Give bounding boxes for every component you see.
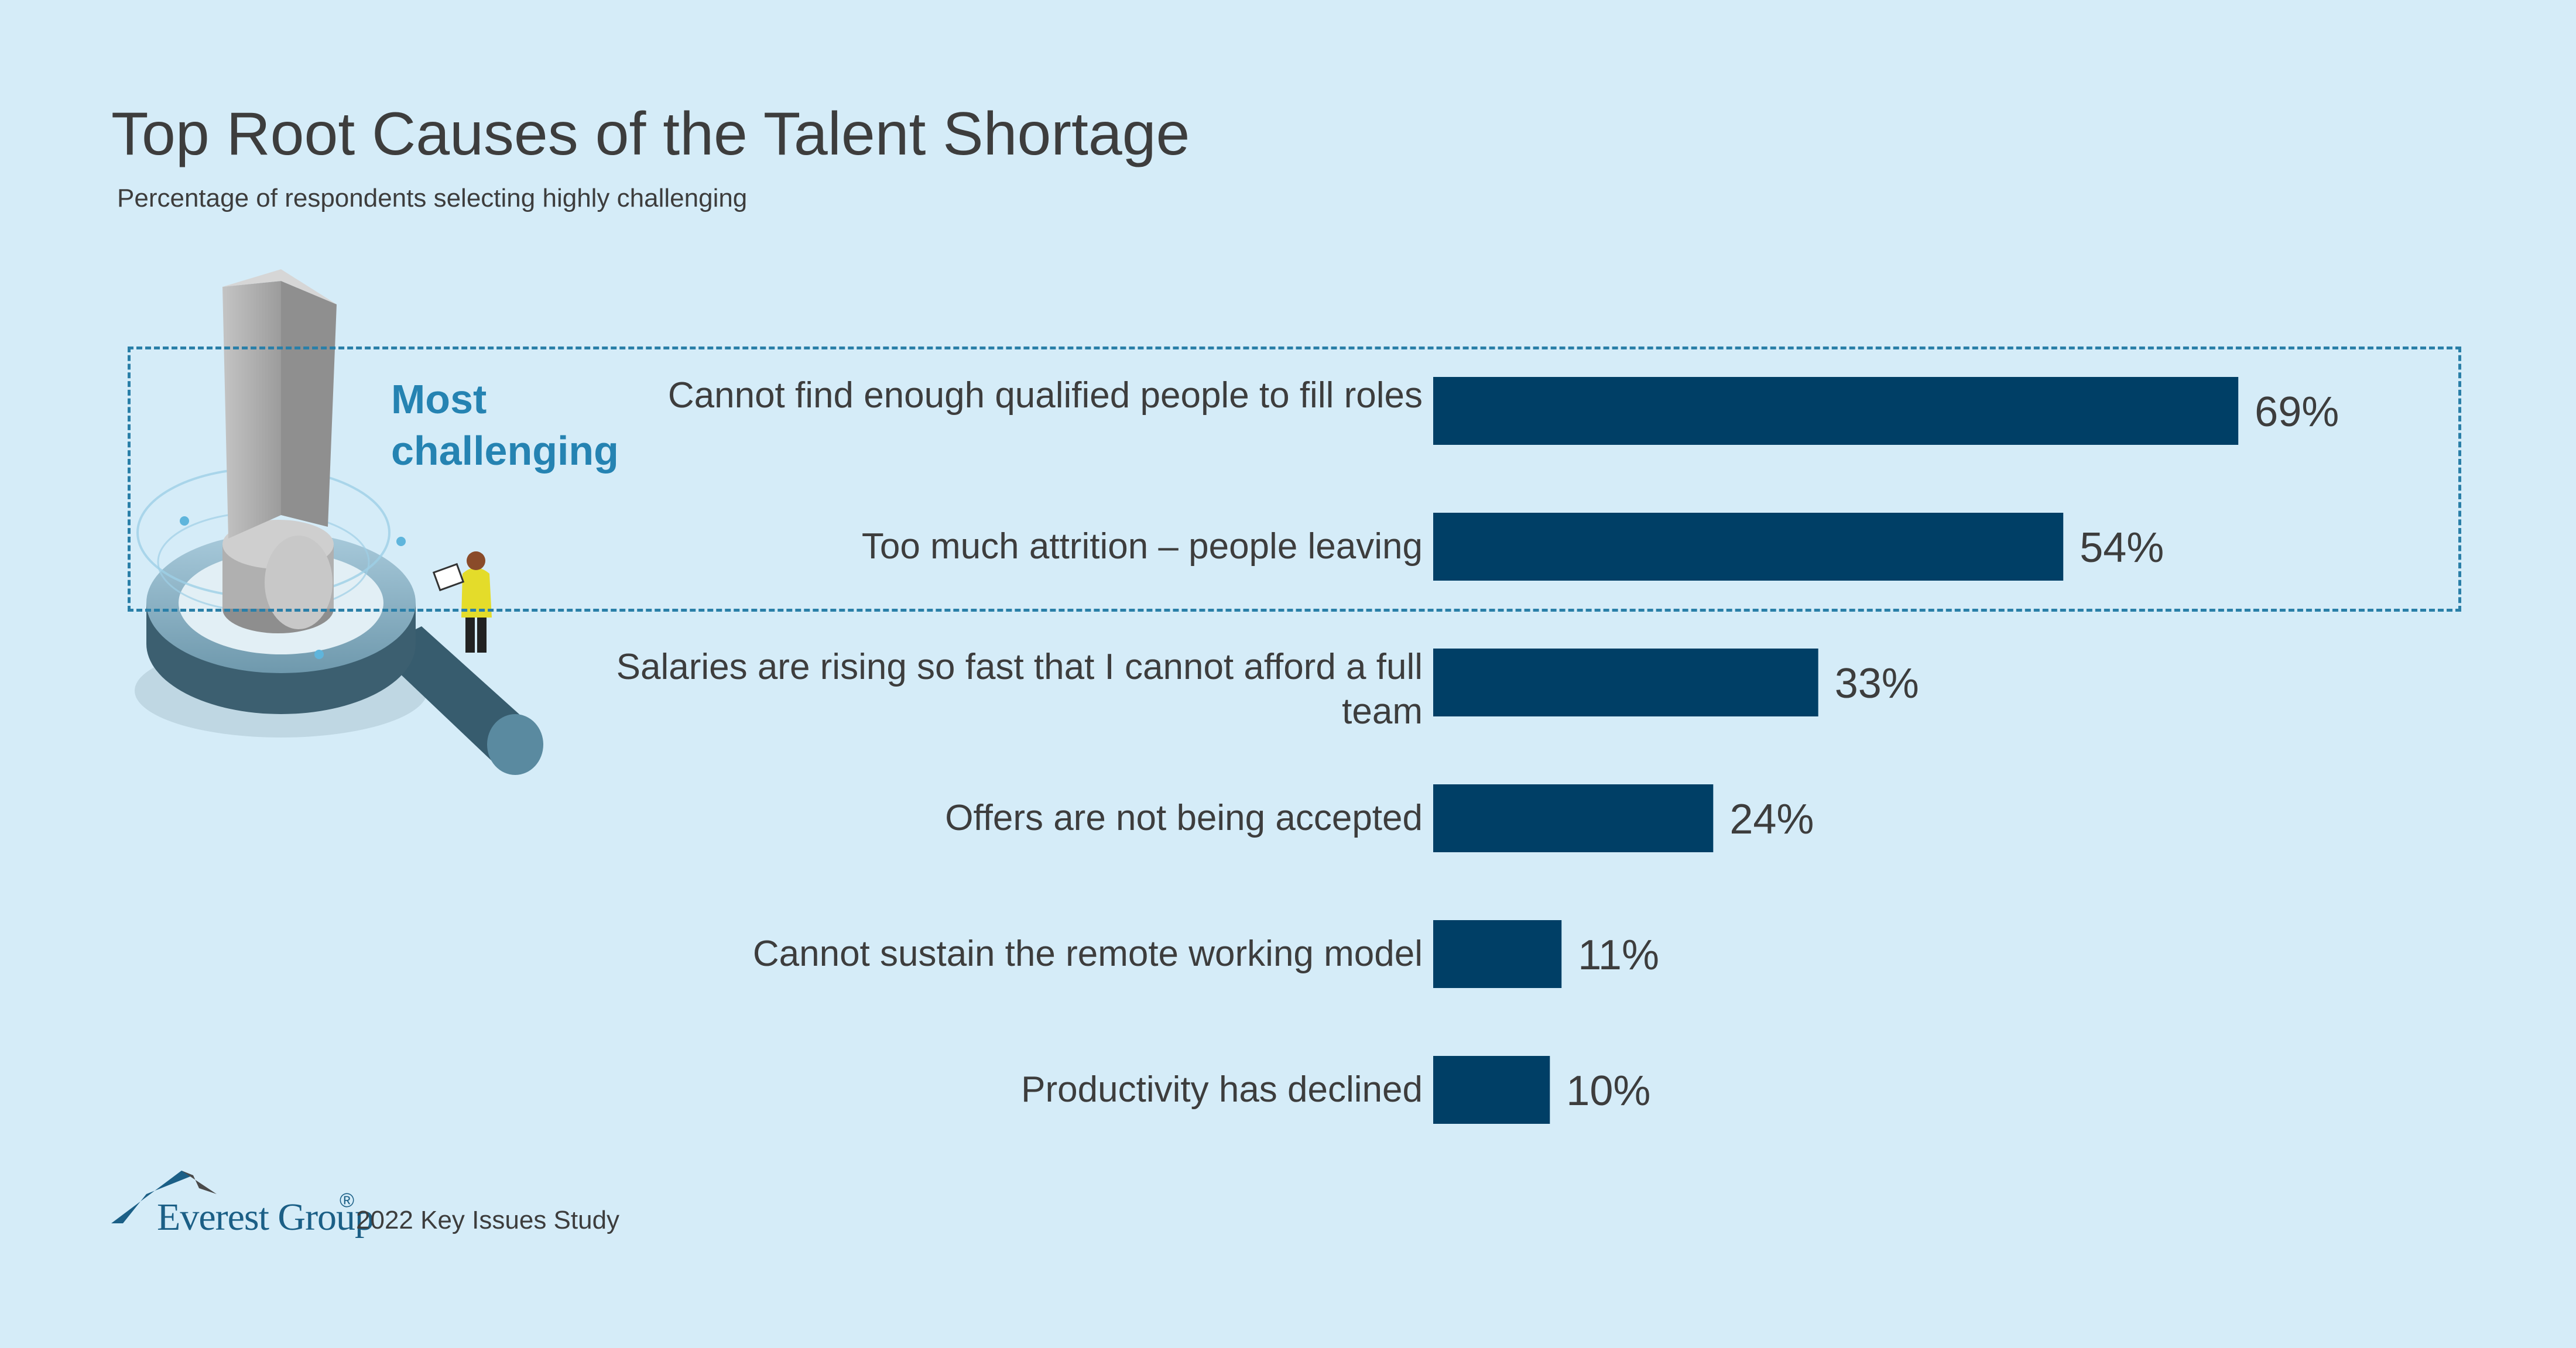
chart-title: Top Root Causes of the Talent Shortage (111, 100, 1190, 168)
brand-name: Everest Group (157, 1196, 374, 1239)
bar-1 (1433, 377, 2239, 445)
value-label-3: 33% (1834, 660, 1919, 707)
most-challenging-highlight-box (128, 347, 2461, 612)
category-label-5: Cannot sustain the remote working model (752, 934, 1423, 974)
exclamation-bar (222, 269, 337, 538)
value-label-2: 54% (2080, 524, 2164, 571)
most-challenging-label: Most challenging (391, 376, 619, 474)
category-label-4: Offers are not being accepted (945, 798, 1423, 838)
registered-mark: ® (340, 1189, 355, 1212)
bar-6 (1433, 1056, 1550, 1124)
everest-group-logo-icon (111, 1171, 217, 1223)
value-label-4: 24% (1729, 796, 1814, 843)
bar-3 (1433, 649, 1818, 716)
category-label-2: Too much attrition – people leaving (861, 526, 1423, 567)
bar-5 (1433, 920, 1562, 988)
magnifier-handle (375, 626, 543, 775)
source-note: 2022 Key Issues Study (356, 1206, 620, 1234)
person-figure (432, 551, 492, 653)
bar-4 (1433, 784, 1714, 852)
category-label-6: Productivity has declined (1021, 1069, 1423, 1110)
chart-subtitle: Percentage of respondents selecting high… (117, 184, 748, 212)
value-label-1: 69% (2255, 389, 2339, 435)
category-label-3: Salaries are rising so fast that I canno… (616, 647, 1423, 732)
value-label-6: 10% (1566, 1068, 1651, 1114)
value-label-5: 11% (1578, 932, 1659, 979)
bar-2 (1433, 513, 2064, 581)
footer: Everest Group ® 2022 Key Issues Study (111, 1171, 697, 1247)
category-label-1: Cannot find enough qualified people to f… (667, 375, 1423, 416)
